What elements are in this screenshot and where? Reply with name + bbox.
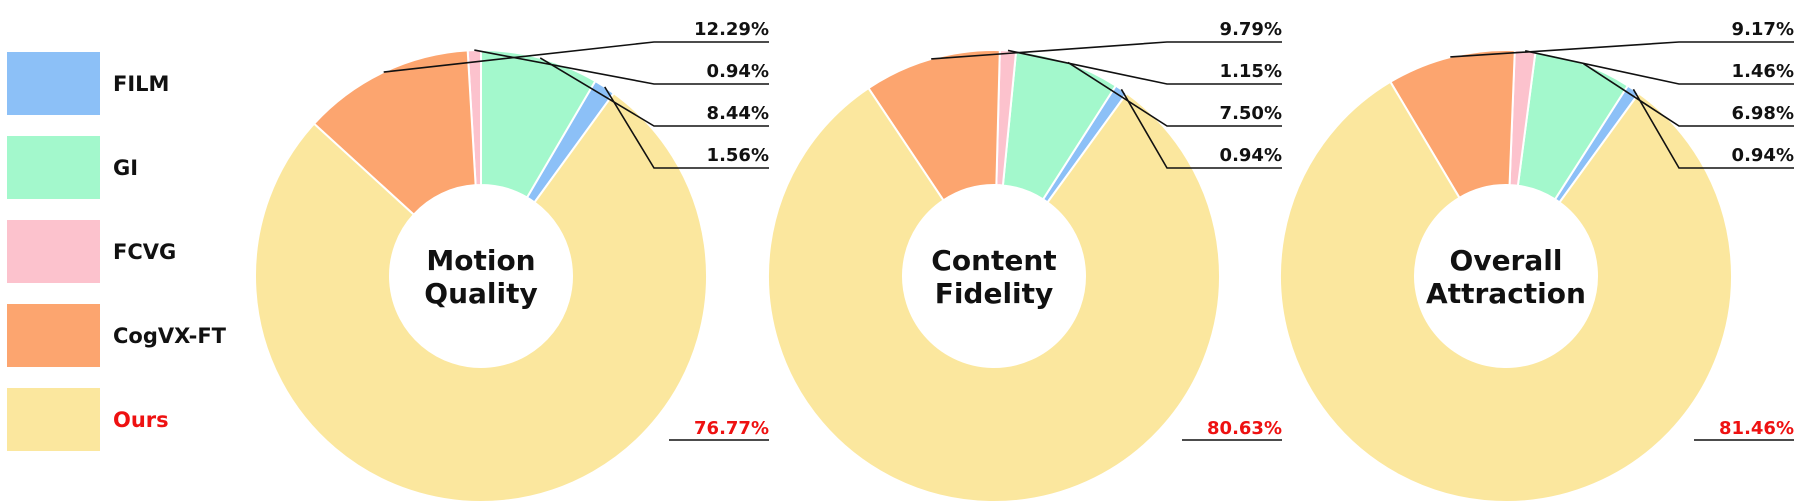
leader-line-gi <box>1067 61 1282 127</box>
legend-item-ours: Ours <box>7 388 169 451</box>
legend-label-film: FILM <box>113 72 169 96</box>
leader-line-fcvg <box>474 49 769 85</box>
data-label-film: 0.94% <box>1732 145 1794 166</box>
legend-label-cogvx-ft: CogVX-FT <box>113 324 227 348</box>
pie-slice-ours <box>1279 80 1733 503</box>
data-label-ours: 80.63% <box>1207 418 1282 439</box>
leader-line-gi <box>1583 63 1794 127</box>
leader-line-cogvx-ft <box>931 41 1282 60</box>
data-label-gi: 7.50% <box>1220 103 1282 124</box>
data-label-cogvx-ft: 12.29% <box>694 19 769 40</box>
data-label-gi: 8.44% <box>707 103 769 124</box>
pie-slice-ours <box>254 91 708 503</box>
legend-item-gi: GI <box>7 136 138 199</box>
data-label-ours: 81.46% <box>1719 418 1794 439</box>
chart-title-line: Motion <box>426 244 535 277</box>
pie-slice-cogvx-ft <box>312 49 477 217</box>
data-label-fcvg: 1.46% <box>1732 61 1794 82</box>
pie-slice-ours <box>767 86 1221 503</box>
chart-title-line: Overall <box>1450 244 1563 277</box>
legend-swatch-gi <box>7 136 100 199</box>
chart-title-line: Fidelity <box>935 277 1054 310</box>
data-label-ours: 76.77% <box>694 418 769 439</box>
data-label-film: 1.56% <box>707 145 769 166</box>
legend-item-film: FILM <box>7 52 169 115</box>
leader-line-film <box>604 86 769 169</box>
data-label-fcvg: 0.94% <box>707 61 769 82</box>
leader-line-fcvg <box>1524 50 1794 85</box>
legend-label-gi: GI <box>113 156 138 180</box>
chart-title-line: Quality <box>424 277 537 310</box>
leader-line-film <box>1120 88 1282 169</box>
legend-swatch-ours <box>7 388 100 451</box>
data-label-fcvg: 1.15% <box>1220 61 1282 82</box>
legend-item-fcvg: FCVG <box>7 220 176 283</box>
pie-chart-content-fidelity: 9.79% 1.15% 7.50% 0.94% 80.63% ContentFidelit… <box>767 19 1282 503</box>
legend-item-cogvx-ft: CogVX-FT <box>7 304 227 367</box>
legend-swatch-film <box>7 52 100 115</box>
data-label-film: 0.94% <box>1220 145 1282 166</box>
pie-chart-overall-attraction: 9.17% 1.46% 6.98% 0.94% 81.46% OverallAttract… <box>1279 19 1794 503</box>
legend-label-ours: Ours <box>113 408 169 432</box>
leader-line-cogvx-ft <box>383 41 769 73</box>
leader-line-cogvx-ft <box>1450 41 1794 58</box>
legend-label-fcvg: FCVG <box>113 240 176 264</box>
legend-swatch-cogvx-ft <box>7 304 100 367</box>
charts: 12.29% 0.94% 8.44% 1.56% 76.77% MotionQuality… <box>254 19 1794 503</box>
data-label-gi: 6.98% <box>1732 103 1794 124</box>
legend: FILM GI FCVG CogVX-FT Ours <box>7 52 227 451</box>
leader-line-fcvg <box>1007 49 1282 85</box>
legend-swatch-fcvg <box>7 220 100 283</box>
chart-title-line: Content <box>931 244 1056 277</box>
data-label-cogvx-ft: 9.17% <box>1732 19 1794 40</box>
leader-line-gi <box>539 57 769 127</box>
data-label-cogvx-ft: 9.79% <box>1220 19 1282 40</box>
chart-title-line: Attraction <box>1426 277 1586 310</box>
leader-line-film <box>1632 88 1794 169</box>
